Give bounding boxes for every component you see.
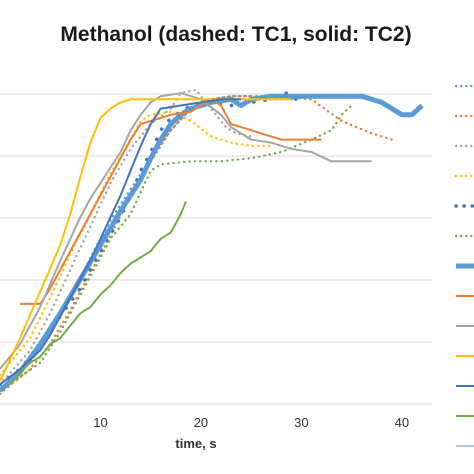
series-line-4: [0, 110, 273, 377]
x-tick-label: 30: [294, 415, 308, 430]
x-tick-label: 20: [194, 415, 208, 430]
gridlines: [0, 93, 432, 405]
chart-title: Methanol (dashed: TC1, solid: TC2): [60, 23, 411, 46]
series-line-9: [0, 92, 372, 370]
series-line-6: [0, 104, 353, 392]
x-tick-label: 40: [395, 415, 409, 430]
series-line-11: [0, 98, 242, 386]
series-line-3: [0, 88, 253, 386]
series-line-12: [9, 201, 187, 386]
x-tick-label: 10: [93, 415, 107, 430]
x-tick-labels: 10 20 30 40: [93, 415, 409, 430]
series-line-8: [20, 98, 322, 305]
legend: [454, 84, 474, 447]
x-axis-label: time, s: [175, 436, 216, 451]
series-line-2: [0, 94, 393, 395]
series-line-7: [0, 93, 424, 393]
series-lines: [0, 88, 424, 395]
